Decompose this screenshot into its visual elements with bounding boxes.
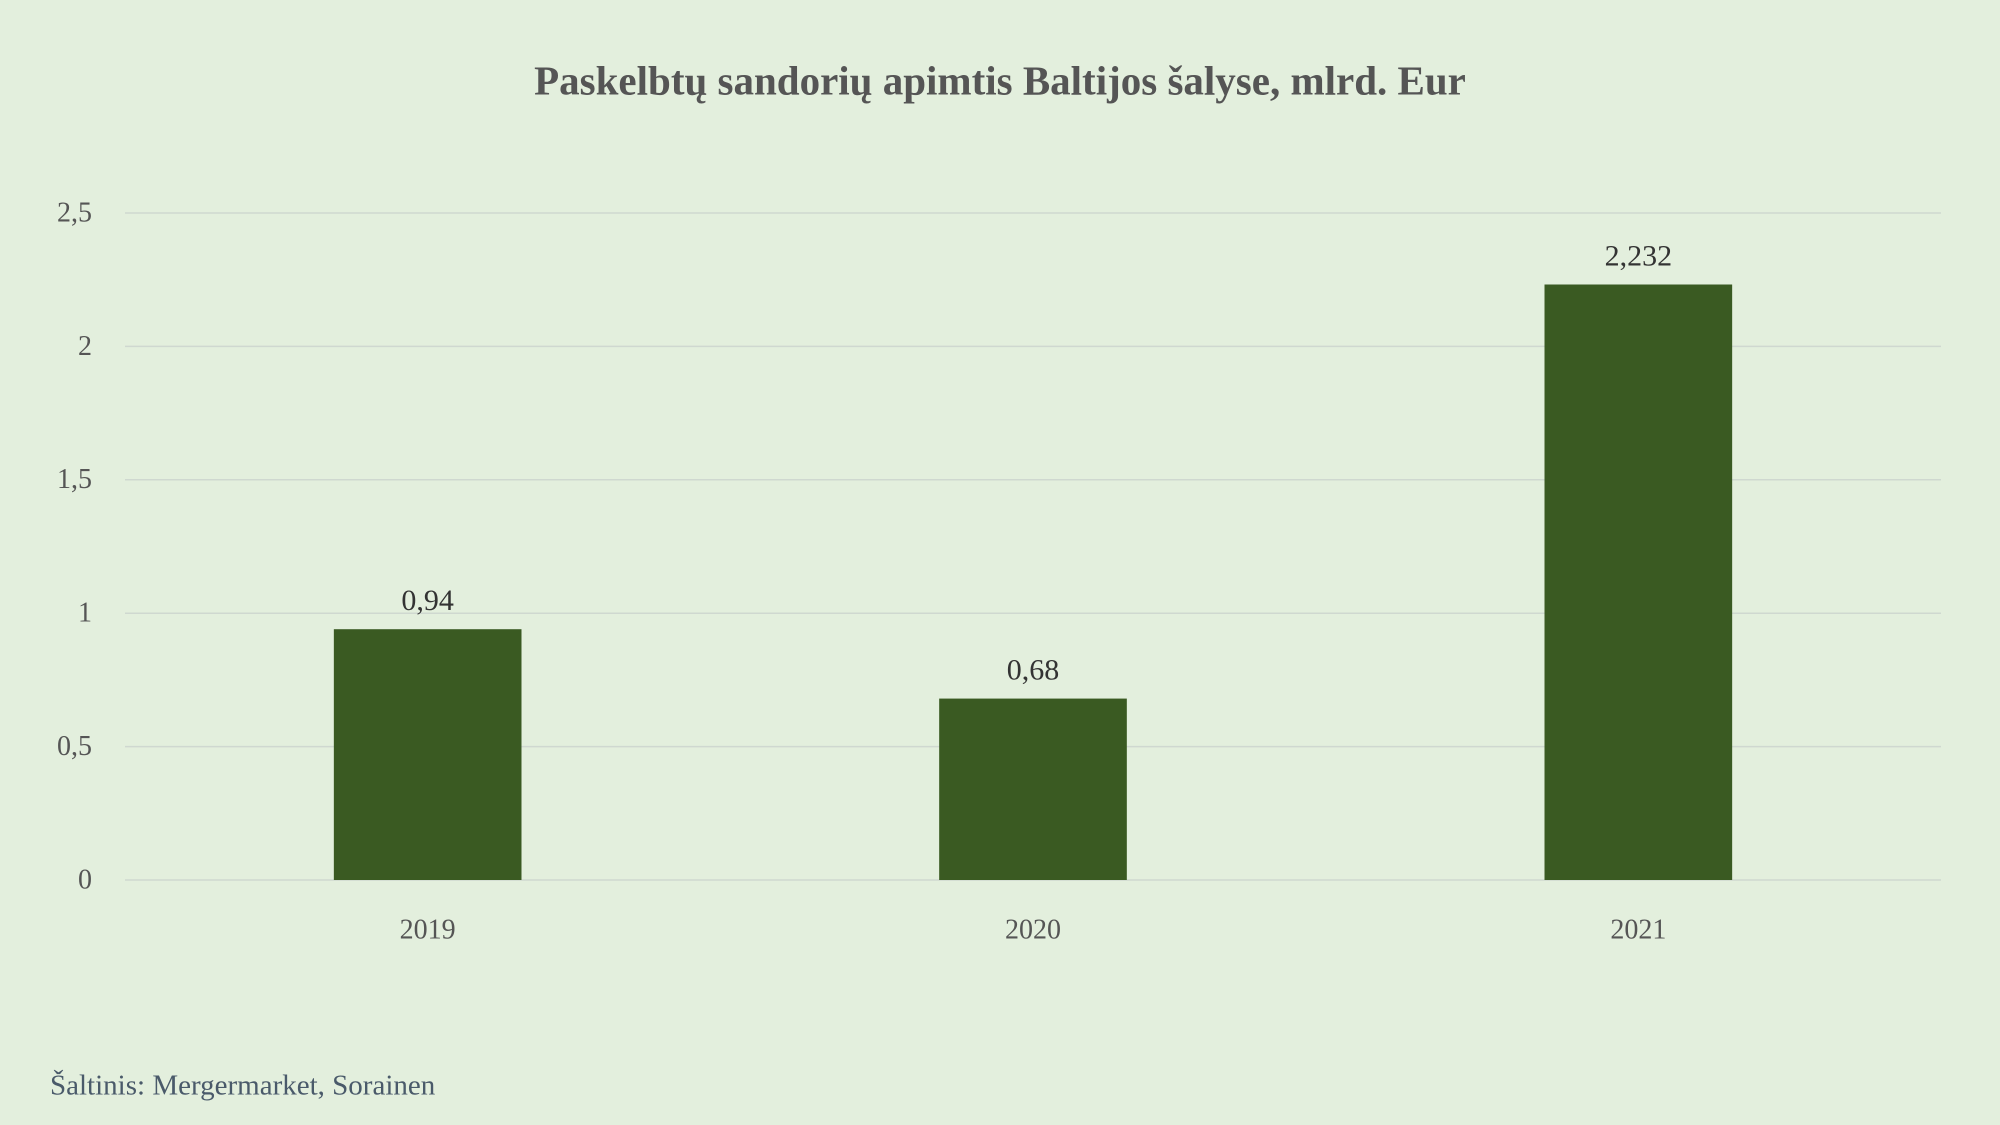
bar <box>1544 284 1733 880</box>
value-label: 0,68 <box>1007 653 1060 686</box>
y-tick-label: 2 <box>78 331 92 362</box>
value-label: 2,232 <box>1605 239 1673 272</box>
y-tick-label: 0 <box>78 864 92 895</box>
bar <box>939 698 1127 880</box>
source-note: Šaltinis: Mergermarket, Sorainen <box>50 1069 436 1102</box>
x-tick-label: 2021 <box>1610 914 1666 945</box>
chart-title: Paskelbtų sandorių apimtis Baltijos šaly… <box>534 57 1466 103</box>
y-tick-label: 2,5 <box>57 197 92 228</box>
bar <box>333 629 522 880</box>
y-tick-label: 1 <box>78 598 92 629</box>
x-tick-label: 2020 <box>1005 914 1061 945</box>
y-tick-label: 0,5 <box>57 731 92 762</box>
value-label: 0,94 <box>401 584 454 617</box>
x-tick-label: 2019 <box>400 914 456 945</box>
y-tick-label: 1,5 <box>57 464 92 495</box>
